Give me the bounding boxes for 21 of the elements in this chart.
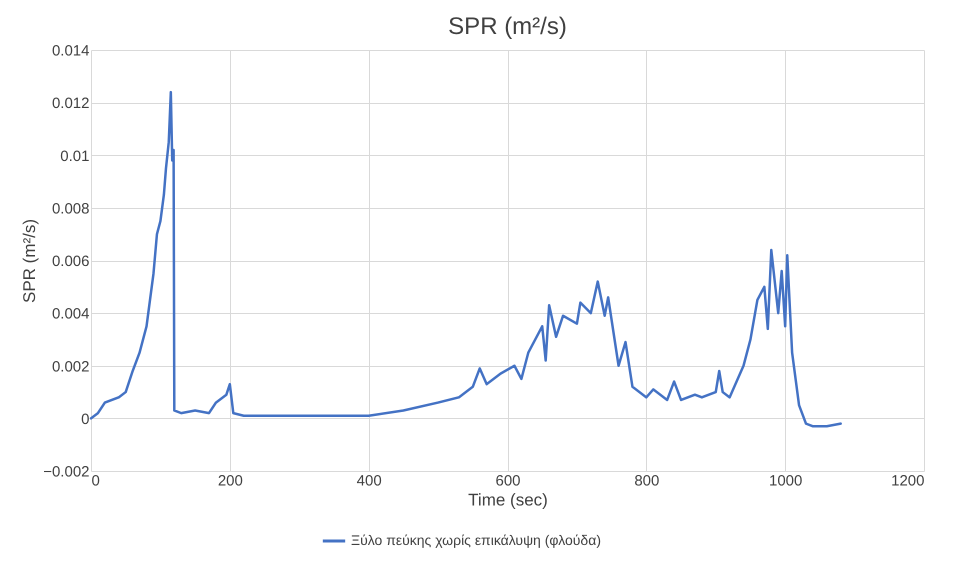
x-tick-label: 600 — [495, 472, 521, 490]
x-tick-label: 800 — [634, 472, 660, 490]
line-series — [90, 90, 842, 428]
chart-title: SPR (m²/s) — [448, 13, 567, 40]
y-tick-label: 0.006 — [52, 253, 90, 270]
y-tick-label: 0.002 — [52, 358, 90, 376]
y-tick-label: 0.004 — [52, 306, 90, 323]
y-tick-label: 0.008 — [52, 200, 90, 218]
y-tick-label: 0 — [81, 410, 90, 428]
x-tick-label: 400 — [356, 472, 382, 490]
legend-label: Ξύλο πεύκης χωρίς επικάλυψη (φλούδα) — [351, 532, 601, 548]
y-tick-label: −0.002 — [43, 464, 90, 480]
x-tick-label: 0 — [92, 472, 100, 490]
y-tick-label: 0.014 — [52, 42, 90, 60]
y-tick-label: 0.012 — [52, 95, 90, 112]
x-axis-title: Time (sec) — [468, 490, 548, 510]
x-tick-label: 200 — [218, 472, 243, 490]
y-axis-title: SPR (m²/s) — [20, 218, 40, 304]
y-tick-label: 0.01 — [60, 148, 90, 165]
x-tick-label: 1000 — [768, 472, 802, 490]
x-tick-label: 1200 — [891, 472, 924, 490]
